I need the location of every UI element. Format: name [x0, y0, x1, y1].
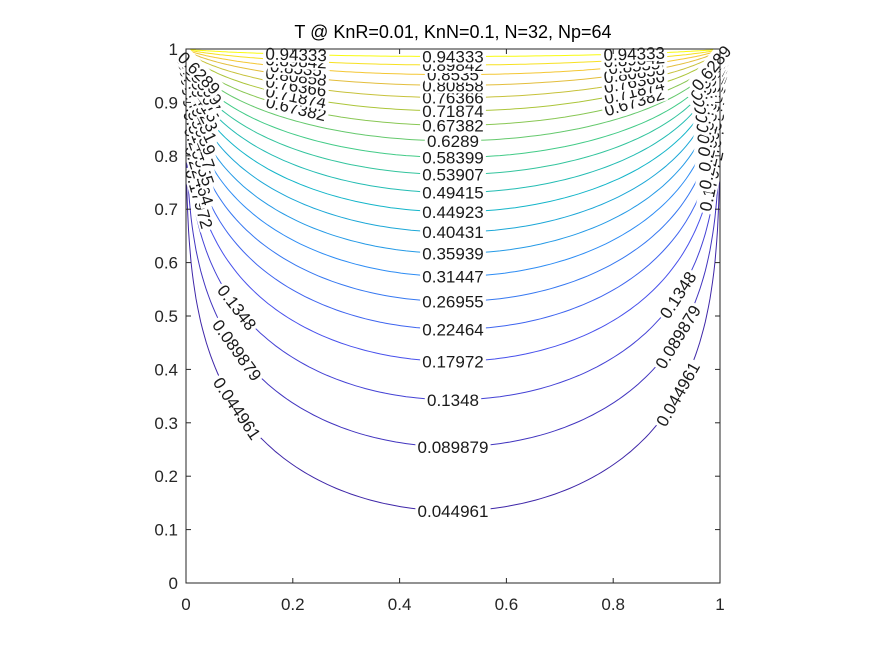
- contour-label-background: [420, 266, 486, 285]
- x-tick-label: 0.8: [601, 595, 625, 614]
- contour-label-text: 0.1348: [427, 391, 479, 410]
- contour-label: 0.58399: [420, 147, 486, 167]
- x-axis: 0 0.2 0.4 0.6 0.8 1: [181, 49, 725, 614]
- contour-label-background: [420, 291, 486, 310]
- contour-label-text: 0.17972: [422, 352, 483, 371]
- contour-label: 0.94333: [262, 43, 330, 66]
- contour-label: 0.1348: [424, 389, 482, 410]
- contour-label: 0.94333: [600, 42, 668, 65]
- contour-label-background: [213, 279, 263, 335]
- contour-label: 0.94333: [420, 46, 486, 67]
- contour-label-background: [209, 371, 267, 445]
- contour-label-text: 0.94333: [422, 48, 483, 67]
- contour-label-text: 0.35939: [422, 245, 483, 264]
- contour-label-text: 0.22464: [422, 320, 483, 339]
- contour-label-background: [685, 39, 736, 95]
- contour-label-background: [420, 182, 486, 201]
- contour-label: 0.089879: [415, 436, 491, 457]
- contour-label: 0.53907: [420, 164, 486, 185]
- contour-label-text: 0.44923: [422, 203, 483, 222]
- contour-label-background: [420, 201, 486, 220]
- contour-label-text: 0.26955: [422, 293, 483, 312]
- contour-label-background: [650, 356, 704, 431]
- y-tick-label: 0.5: [154, 307, 178, 326]
- y-tick-label: 0.1: [154, 521, 178, 540]
- contour-label: 0.6289: [424, 130, 482, 151]
- y-tick-label: 0.2: [154, 467, 178, 486]
- contour-label-text: 0.40431: [422, 223, 483, 242]
- contour-label-text: 0.94333: [265, 45, 327, 66]
- contour-label: 0.49415: [420, 182, 486, 203]
- contour-label-text: 0.53907: [422, 166, 483, 185]
- x-tick-label: 0.6: [495, 595, 519, 614]
- contour-label-background: [424, 389, 482, 408]
- contour-label-background: [424, 130, 482, 149]
- contour-label-text: 0.6289: [427, 132, 479, 151]
- y-tick-label: 0.4: [154, 360, 178, 379]
- contour-label: 0.40431: [420, 222, 486, 242]
- contour-label-text: 0.58399: [422, 148, 483, 167]
- contour-label: 0.31447: [420, 266, 486, 287]
- y-tick-label: 0.7: [154, 200, 178, 219]
- contour-label-background: [600, 42, 668, 63]
- chart-title: T @ KnR=0.01, KnN=0.1, N=32, Np=64: [294, 22, 611, 42]
- contour-label: 0.67382: [420, 115, 486, 135]
- contour-label-background: [420, 319, 486, 338]
- contour-label-text: 0.71874: [422, 102, 483, 121]
- contour-label: 0.35939: [420, 243, 486, 264]
- contour-label-background: [420, 243, 486, 262]
- contour-label-text: 0.044961: [418, 502, 489, 521]
- contour-label: 0.044961: [415, 500, 491, 521]
- y-tick-label: 0.9: [154, 93, 178, 112]
- y-tick-label: 0: [169, 574, 178, 593]
- contour-label-background: [654, 265, 701, 323]
- contour-label-background: [420, 351, 486, 370]
- y-tick-label: 0.8: [154, 147, 178, 166]
- y-axis: 0 0.1 0.2 0.3 0.4 0.5 0.6 0.7 0.8 0.9 1: [154, 40, 720, 593]
- contour-label-text: 0.94333: [603, 44, 665, 65]
- contour-label-background: [173, 45, 226, 99]
- contour-label-background: [415, 500, 491, 519]
- contour-label: 0.26955: [420, 291, 486, 312]
- contour-label: 0.22464: [420, 319, 486, 339]
- x-tick-label: 1: [715, 595, 724, 614]
- x-tick-label: 0.2: [281, 595, 305, 614]
- contour-label-text: 0.31447: [422, 268, 483, 287]
- contour-label-background: [649, 299, 705, 374]
- x-tick-label: 0.4: [388, 595, 412, 614]
- contour-label: 0.17972: [420, 351, 486, 371]
- y-tick-label: 0.3: [154, 414, 178, 433]
- contour-label-background: [262, 43, 330, 64]
- contour-label-background: [415, 436, 491, 455]
- contour-label-text: 0.67382: [422, 116, 483, 135]
- y-tick-label: 1: [169, 40, 178, 59]
- contour-label-background: [420, 46, 486, 65]
- contour-label-text: 0.089879: [418, 438, 489, 457]
- y-tick-label: 0.6: [154, 254, 178, 273]
- x-tick-label: 0: [181, 595, 190, 614]
- contour-label-background: [420, 147, 486, 166]
- contour-label-background: [420, 115, 486, 134]
- contour-label-text: 0.49415: [422, 184, 483, 203]
- contour-label-text: 0.76366: [422, 89, 483, 108]
- contour-label-background: [420, 222, 486, 241]
- contour-label-background: [208, 313, 268, 386]
- contour-label-background: [420, 164, 486, 183]
- contour-label: 0.44923: [420, 201, 486, 222]
